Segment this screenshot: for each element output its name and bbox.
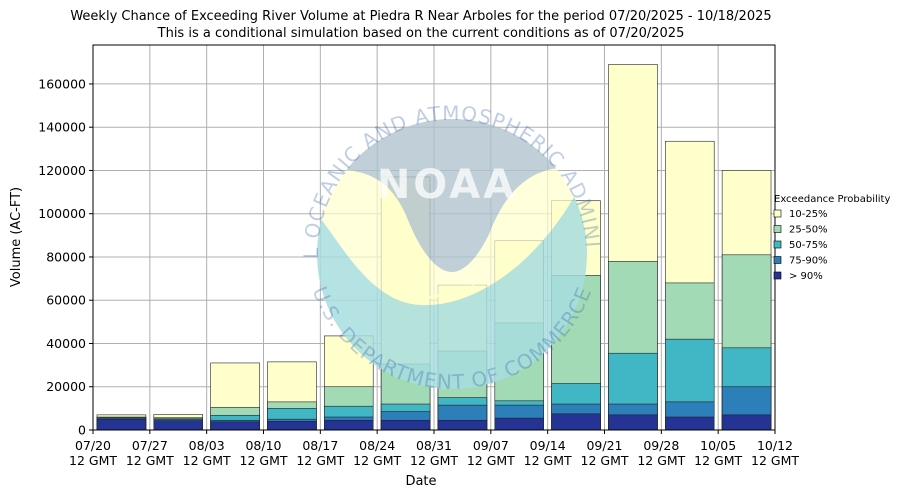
x-tick-label-5: 08/24 xyxy=(359,438,395,453)
chart-title: Weekly Chance of Exceeding River Volume … xyxy=(70,9,771,24)
x-tick-sublabel-11: 12 GMT xyxy=(694,453,742,468)
y-tick-label-3: 60000 xyxy=(46,293,86,308)
bar-08-31-p90 xyxy=(437,419,488,431)
bar-08-24-p90 xyxy=(380,419,431,431)
y-tick-label-6: 120000 xyxy=(38,163,86,178)
legend-swatch-4 xyxy=(773,271,782,280)
x-tick-label-0: 07/20 xyxy=(75,438,111,453)
x-tick-label-11: 10/05 xyxy=(700,438,736,453)
bar-07-27-p90 xyxy=(153,420,203,431)
x-tick-sublabel-0: 12 GMT xyxy=(69,453,117,468)
noaa-watermark-logo: NOAA NATIONAL OCEANIC AND ATMOSPHERIC AD… xyxy=(0,0,604,394)
y-axis-label: Volume (AC-FT) xyxy=(9,187,24,287)
legend-title: Exceedance Probability xyxy=(774,194,890,205)
x-tick-sublabel-8: 12 GMT xyxy=(524,453,572,468)
legend-swatch-2 xyxy=(773,240,782,249)
y-tick-label-8: 160000 xyxy=(38,76,86,91)
bars xyxy=(96,64,772,431)
legend-swatch-3 xyxy=(773,256,782,264)
x-tick-label-7: 09/07 xyxy=(473,438,509,453)
axes: 0 20000 40000 60000 80000 100000 120000 140000 1… xyxy=(38,44,799,468)
x-tick-sublabel-2: 12 GMT xyxy=(183,453,231,468)
x-tick-label-8: 09/14 xyxy=(530,438,566,453)
y-tick-label-0: 0 xyxy=(78,423,86,438)
bar-08-17-p90 xyxy=(324,419,374,431)
legend-label-2: 50-75% xyxy=(789,240,828,251)
x-tick-label-6: 08/31 xyxy=(416,438,452,453)
bar-08-10-p90 xyxy=(267,421,317,431)
bar-09-14-p90 xyxy=(551,413,601,431)
watermark-logo-text: NOAA xyxy=(377,162,517,208)
x-tick-label-2: 08/03 xyxy=(189,438,225,453)
x-tick-sublabel-10: 12 GMT xyxy=(637,453,685,468)
y-tick-label-5: 100000 xyxy=(38,206,86,221)
x-tick-sublabel-1: 12 GMT xyxy=(126,453,174,468)
legend-label-0: 10-25% xyxy=(789,209,828,220)
y-tick-label-7: 140000 xyxy=(38,120,86,135)
bar-09-28-p90 xyxy=(665,416,715,431)
x-tick-sublabel-7: 12 GMT xyxy=(467,453,515,468)
x-tick-sublabel-9: 12 GMT xyxy=(581,453,629,468)
x-tick-label-10: 09/28 xyxy=(643,438,679,453)
bar-09-07-p90 xyxy=(494,417,544,431)
legend-label-3: 75-90% xyxy=(789,256,828,267)
bar-07-20-p90 xyxy=(96,418,147,431)
y-tick-label-4: 80000 xyxy=(46,249,86,264)
x-tick-sublabel-12: 12 GMT xyxy=(751,453,799,468)
x-tick-sublabel-5: 12 GMT xyxy=(353,453,401,468)
x-tick-label-12: 10/12 xyxy=(757,438,793,453)
legend: Exceedance Probability 10-25% 25-50% 50-75… xyxy=(773,194,890,282)
bar-09-21-p90 xyxy=(608,414,658,431)
x-tick-label-1: 07/27 xyxy=(132,438,168,453)
legend-label-4: > 90% xyxy=(789,271,823,282)
x-axis-label: Date xyxy=(405,474,436,489)
legend-swatch-1 xyxy=(773,225,782,233)
chart-subtitle: This is a conditional simulation based o… xyxy=(157,26,685,41)
x-tick-sublabel-4: 12 GMT xyxy=(296,453,344,468)
y-tick-label-2: 40000 xyxy=(46,336,86,351)
x-tick-sublabel-3: 12 GMT xyxy=(240,453,288,468)
x-tick-sublabel-6: 12 GMT xyxy=(410,453,458,468)
y-tick-label-1: 20000 xyxy=(46,379,86,394)
x-tick-label-9: 09/21 xyxy=(586,438,622,453)
bar-10-05-p90 xyxy=(721,414,772,431)
legend-swatch-0 xyxy=(773,209,782,218)
legend-label-1: 25-50% xyxy=(789,225,828,236)
x-tick-label-4: 08/17 xyxy=(302,438,338,453)
bar-08-03-p90 xyxy=(210,421,260,431)
x-tick-label-3: 08/10 xyxy=(245,438,281,453)
